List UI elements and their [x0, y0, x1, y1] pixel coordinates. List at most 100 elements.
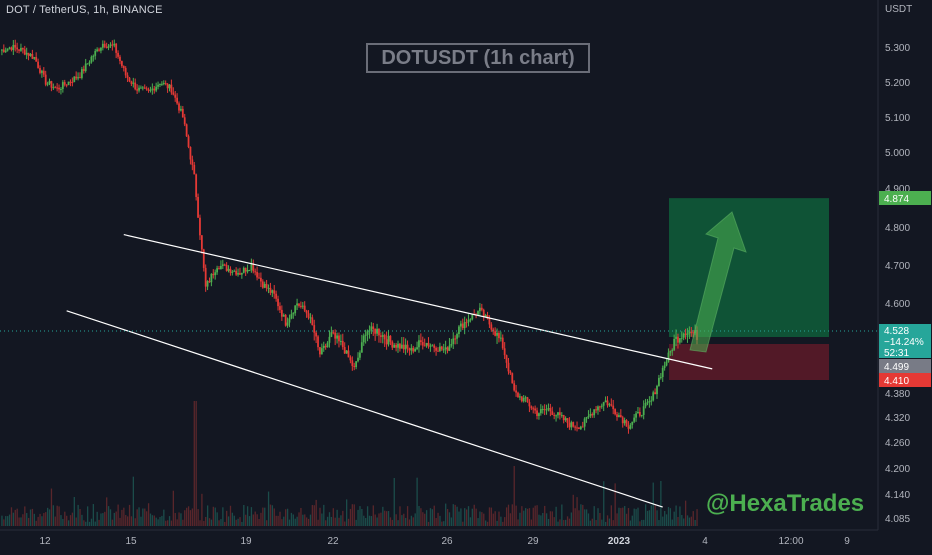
volume-bar [688, 517, 691, 526]
candle-body [558, 412, 561, 415]
candle-body [673, 338, 676, 350]
volume-bar [654, 504, 656, 526]
candle-body [593, 409, 596, 416]
volume-bar [31, 508, 34, 526]
y-tick-label: 4.380 [885, 389, 910, 400]
volume-bar [667, 507, 670, 526]
candle-body [343, 347, 346, 354]
volume-bar [517, 519, 519, 526]
volume-bar [498, 511, 500, 526]
candle-body [183, 117, 186, 125]
volume-bar [48, 509, 51, 526]
volume-bar [334, 517, 336, 526]
volume-bar [326, 516, 329, 526]
volume-bar [186, 507, 188, 526]
y-tick-label: 4.260 [885, 438, 910, 449]
volume-bar [151, 515, 154, 526]
candle-body [180, 108, 182, 111]
volume-bar [504, 517, 506, 526]
volume-bar [168, 516, 171, 526]
volume-bar [146, 511, 148, 526]
y-tick-label: 5.100 [885, 113, 910, 124]
candle-body [330, 332, 333, 337]
candle-body [604, 400, 607, 403]
candle-body [96, 49, 99, 52]
volume-bar [330, 516, 333, 526]
volume-bar [547, 518, 550, 526]
volume-bar [71, 512, 74, 526]
x-tick-label: 19 [240, 536, 252, 547]
volume-bar [452, 504, 454, 526]
volume-bar [227, 516, 230, 526]
volume-bar [587, 513, 590, 526]
volume-bar [502, 521, 504, 526]
volume-bar [81, 514, 83, 526]
volume-bar [384, 510, 386, 526]
volume-bar [662, 516, 664, 526]
candle-body [239, 273, 241, 275]
volume-bar [94, 521, 96, 526]
candle-body [170, 84, 173, 93]
volume-bar [378, 513, 380, 526]
volume-bar [399, 506, 401, 526]
volume-bar [102, 513, 104, 526]
volume-bar [290, 512, 293, 526]
candle-body [27, 52, 30, 56]
volume-bar [403, 513, 405, 526]
volume-bar [397, 520, 399, 526]
candle-body [456, 334, 458, 339]
candle-body [616, 414, 618, 417]
candle-body [549, 408, 552, 412]
candle-body [431, 345, 434, 347]
volume-bar [372, 505, 374, 526]
candle-body [155, 86, 158, 91]
candle-body [153, 88, 156, 91]
volume-bar [85, 521, 87, 526]
candle-body [395, 344, 398, 348]
candle-body [652, 392, 655, 401]
candle-body [576, 427, 578, 429]
candle-body [465, 322, 468, 324]
candle-body [305, 310, 308, 314]
y-tick-label: 4.700 [885, 261, 910, 272]
candle-body [543, 409, 546, 411]
volume-bar [39, 513, 41, 526]
candle-body [82, 69, 85, 71]
volume-bar [304, 514, 306, 526]
candle-body [75, 76, 78, 79]
candle-body [587, 416, 590, 418]
candle-body [418, 340, 420, 348]
volume-bar [128, 504, 131, 526]
volume-bar [332, 508, 334, 526]
candle-body [107, 45, 110, 48]
volume-bar [248, 516, 251, 526]
candle-body [332, 332, 335, 334]
candle-body [399, 343, 401, 349]
currency-label: USDT [885, 4, 913, 15]
candle-body [197, 196, 199, 218]
candle-body [111, 44, 114, 46]
volume-bar [235, 519, 237, 526]
candle-body [517, 392, 519, 398]
volume-bar [564, 519, 567, 526]
candle-body [303, 305, 306, 311]
volume-bar [460, 508, 462, 526]
volume-bar [627, 508, 630, 526]
candle-body [494, 331, 497, 336]
volume-bar [656, 510, 658, 526]
candle-body [433, 345, 436, 348]
candle-body [324, 345, 327, 348]
target-price-label-bg [879, 191, 931, 205]
volume-bar [107, 506, 110, 526]
volume-bar [532, 507, 534, 526]
candle-body [103, 43, 106, 47]
volume-bar [29, 509, 32, 526]
volume-bar [119, 517, 121, 526]
volume-bar [241, 521, 243, 526]
candle-body [94, 51, 97, 56]
candle-body [202, 249, 205, 268]
volume-bar [283, 516, 285, 526]
candle-body [273, 290, 276, 294]
